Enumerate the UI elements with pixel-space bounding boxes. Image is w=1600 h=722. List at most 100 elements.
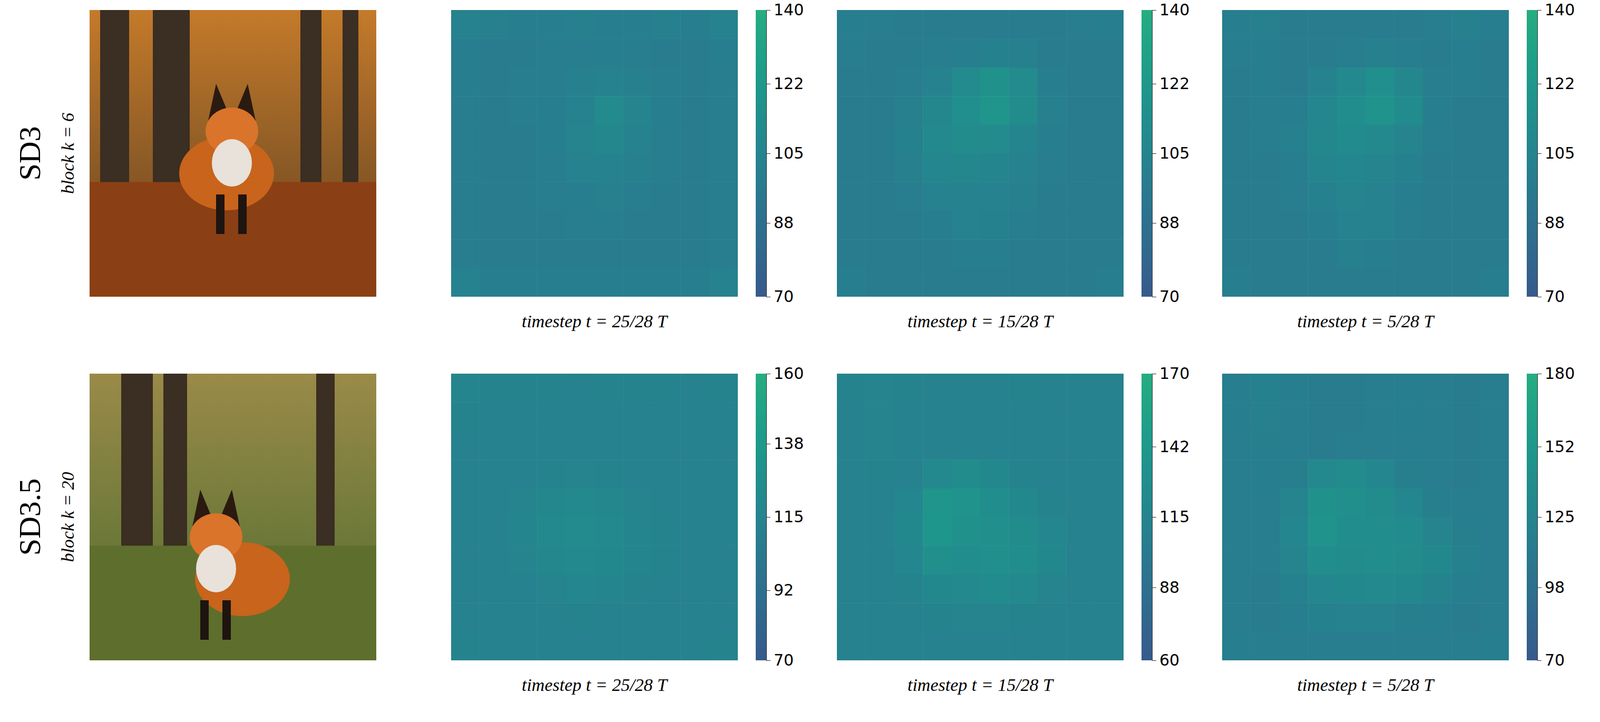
heatmap-cell: [1095, 602, 1124, 632]
heatmap-cell: [709, 210, 738, 240]
heatmap-cell: [894, 67, 924, 97]
heatmap-cell: [1308, 210, 1338, 240]
heatmap-cell: [1480, 373, 1509, 403]
heatmap-cell: [1250, 124, 1280, 154]
heatmap-cell: [1008, 631, 1038, 661]
heatmap-cell: [980, 268, 1010, 297]
heatmap-cell: [1279, 516, 1309, 546]
heatmap-cell: [1451, 488, 1481, 518]
heatmap-cell: [980, 67, 1010, 97]
heatmap-cell: [1222, 239, 1252, 269]
heatmap-cell: [1037, 181, 1067, 211]
heatmap-cell: [594, 124, 624, 154]
heatmap-cell: [894, 268, 924, 297]
heatmap-cell: [1337, 602, 1367, 632]
heatmap-cell: [451, 516, 481, 546]
colorbar-tick-label: 70: [1544, 650, 1565, 670]
heatmap-cell: [508, 181, 538, 211]
heatmap-cell: [1365, 545, 1395, 575]
heatmap-cell: [836, 459, 866, 489]
heatmap-cell: [1308, 239, 1338, 269]
heatmap-cell: [1279, 67, 1309, 97]
colorbar-tick: 70: [766, 287, 794, 306]
heatmap-cell: [1480, 124, 1509, 154]
heatmap-cell: [836, 373, 866, 403]
heatmap-cell: [566, 574, 595, 604]
heatmap-cell: [1250, 268, 1280, 297]
heatmap-cell: [680, 545, 710, 575]
colorbar-tick: 92: [766, 580, 794, 600]
heatmap-cell: [451, 459, 481, 489]
heatmap-cell: [622, 488, 652, 518]
heatmap-cell: [508, 402, 538, 432]
colorbar-axis: 7098125152180: [1537, 364, 1575, 670]
heatmap-cell: [680, 210, 710, 240]
heatmap-cell: [980, 95, 1010, 125]
heatmap-cell: [1279, 38, 1309, 68]
heatmap-cell: [1037, 239, 1067, 269]
heatmap-cell: [1037, 153, 1067, 183]
heatmap-cell: [1066, 181, 1096, 211]
heatmap-cell: [508, 602, 538, 632]
heatmap-cell: [1480, 631, 1509, 661]
heatmap-cell: [865, 488, 895, 518]
row-block-label: block k = 20: [57, 471, 78, 562]
colorbar: [1526, 10, 1538, 297]
heatmap-cell: [1308, 459, 1338, 489]
heatmap-cell: [1451, 38, 1481, 68]
heatmap-cell: [479, 516, 509, 546]
heatmap-cell: [566, 124, 595, 154]
heatmap-cell: [622, 181, 652, 211]
heatmap-cell: [865, 95, 895, 125]
heatmap-cell: [1008, 67, 1038, 97]
heatmap-cell: [1279, 459, 1309, 489]
heatmap-cell: [508, 95, 538, 125]
heatmap-cell: [537, 38, 567, 68]
heatmap-cell: [680, 459, 710, 489]
colorbar-tick-mark: [766, 153, 771, 154]
colorbar-axis-line: [1152, 374, 1157, 661]
heatmap: [451, 373, 738, 661]
heatmap-cell: [594, 545, 624, 575]
heatmap-cell: [1422, 95, 1452, 125]
heatmap-cell: [537, 67, 567, 97]
heatmap-cell: [1393, 402, 1423, 432]
colorbar-tick-label: 138: [773, 434, 804, 453]
heatmap-cell: [680, 373, 710, 403]
heatmap-cell: [680, 153, 710, 183]
colorbar-tick: 70: [766, 650, 794, 670]
colorbar-tick-mark: [766, 373, 771, 375]
heatmap-cell: [1037, 459, 1067, 489]
heatmap-cell: [1250, 631, 1280, 661]
heatmap-cell: [951, 181, 981, 211]
heatmap-cell: [622, 67, 652, 97]
heatmap-cell: [508, 574, 538, 604]
heatmap-cell: [894, 239, 924, 269]
heatmap-cell: [1008, 516, 1038, 546]
heatmap-cell: [951, 545, 981, 575]
heatmap-cell: [1422, 488, 1452, 518]
photo-fox-body: [179, 136, 275, 211]
heatmap-cell: [651, 124, 681, 154]
heatmap-cell: [1222, 459, 1252, 489]
heatmap-cell: [1066, 210, 1096, 240]
heatmap-cell: [451, 153, 481, 183]
heatmap-cell: [1393, 268, 1423, 297]
heatmap-cell: [594, 268, 624, 297]
heatmap-cell: [1422, 181, 1452, 211]
heatmap-cell: [709, 431, 738, 461]
colorbar-tick: 88: [1152, 213, 1180, 232]
heatmap-cell: [537, 488, 567, 518]
colorbar-tick: 138: [766, 434, 804, 453]
heatmap-cell: [922, 239, 952, 269]
heatmap-cell: [622, 124, 652, 154]
heatmap-cell: [1066, 545, 1096, 575]
heatmap-cell: [1008, 431, 1038, 461]
heatmap-cell: [1008, 402, 1038, 432]
photo-tree: [163, 373, 188, 552]
heatmap-cell: [451, 631, 481, 661]
colorbar-tick-label: 98: [1544, 578, 1565, 597]
heatmap-cell: [1451, 516, 1481, 546]
heatmap-cell: [1279, 488, 1309, 518]
heatmap-cell: [1480, 239, 1509, 269]
